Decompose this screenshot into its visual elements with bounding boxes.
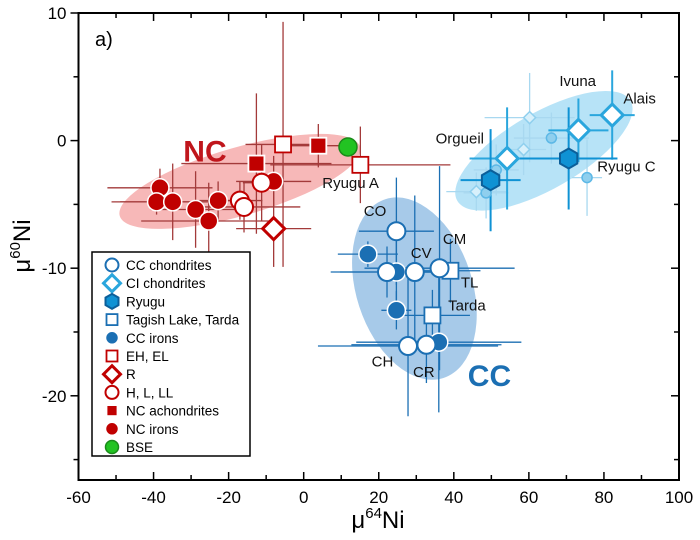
data-point: [398, 336, 419, 357]
data-point: [386, 300, 407, 321]
y-tick-label: 0: [57, 132, 66, 151]
legend-label: NC irons: [126, 422, 179, 437]
annotation-label: Orgueil: [436, 130, 484, 147]
legend-label: NC achondrites: [126, 404, 219, 419]
legend-marker: [105, 404, 119, 418]
annotation-label: Ryugu A: [322, 175, 379, 192]
panel-label: a): [95, 29, 113, 51]
markers-layer: [146, 101, 626, 357]
data-point: [423, 306, 442, 325]
legend-label: R: [126, 367, 136, 382]
data-point: [198, 211, 219, 231]
data-point: [146, 192, 167, 212]
legend-marker: [104, 439, 120, 455]
x-tick-label: 0: [299, 488, 308, 507]
data-point: [429, 258, 450, 279]
legend-marker: [104, 257, 120, 273]
legend-label: Ryugu: [126, 294, 165, 309]
annotation-label: Alais: [623, 91, 656, 108]
data-point: [404, 262, 425, 283]
data-point: [338, 137, 358, 157]
legend-label: Tagish Lake, Tarda: [126, 313, 240, 328]
data-point: [522, 110, 537, 125]
data-point: [358, 244, 378, 264]
legend-marker: [104, 330, 120, 346]
legend-marker: [104, 292, 120, 311]
annotation-label: CR: [413, 364, 435, 381]
annotation-label: NC: [183, 135, 226, 168]
data-point: [493, 145, 521, 172]
annotation-label: CH: [372, 354, 394, 371]
data-point: [208, 190, 228, 211]
annotation-label: CM: [443, 231, 466, 248]
x-tick-label: 100: [665, 488, 693, 507]
data-point: [559, 147, 579, 170]
y-tick-label: -10: [42, 259, 67, 278]
x-tick-label: 40: [444, 488, 463, 507]
data-point: [377, 262, 398, 283]
data-point: [545, 132, 558, 144]
legend-marker: [105, 349, 119, 363]
legend-marker: [104, 384, 120, 400]
data-point: [162, 192, 183, 212]
x-tick-label: 60: [519, 488, 538, 507]
data-point: [516, 142, 531, 157]
data-point: [247, 154, 266, 173]
data-point: [416, 334, 437, 355]
y-axis-title: μ60Ni: [7, 219, 36, 272]
x-tick-label: 80: [594, 488, 613, 507]
data-point: [469, 184, 484, 199]
data-point: [480, 169, 501, 192]
data-point: [185, 199, 206, 220]
x-tick-label: -60: [66, 488, 91, 507]
x-tick-label: -20: [216, 488, 241, 507]
annotation-label: Ryugu C: [597, 158, 656, 175]
axes: -60 -40 -20 0 20 40 60 80 100 -20 -10 0 10: [42, 4, 693, 507]
legend-marker: [101, 272, 123, 294]
annotation-label: CC: [468, 360, 511, 393]
data-point: [386, 221, 407, 242]
annotation-label: CV: [411, 245, 432, 262]
x-axis-title: μ64Ni: [351, 505, 404, 534]
data-point: [351, 155, 370, 174]
data-point: [565, 117, 592, 144]
data-point: [309, 136, 328, 155]
legend-label: BSE: [126, 440, 153, 455]
x-tick-label: 20: [369, 488, 388, 507]
legend: CC chondrites CI chondrites Ryugu Tagish La…: [91, 251, 251, 457]
ci-region-ellipse: [455, 90, 633, 211]
annotation-label: Tarda: [448, 297, 486, 314]
annotation-label: CO: [364, 203, 387, 220]
legend-label: CC irons: [126, 331, 179, 346]
y-tick-label: -20: [42, 387, 67, 406]
annotations-layer: NC CC CO CV CM TL Tarda CH CR Ryugu A Orgueil Ivuna…: [183, 73, 656, 393]
data-point: [599, 101, 626, 129]
data-point: [274, 135, 292, 154]
legend-marker: [105, 313, 119, 327]
data-point: [251, 172, 272, 193]
x-tick-label: -40: [141, 488, 166, 507]
annotation-label: Ivuna: [559, 73, 596, 90]
annotation-label: TL: [461, 274, 479, 291]
legend-label: CC chondrites: [126, 258, 212, 273]
legend-label: EH, EL: [126, 349, 169, 364]
data-point: [234, 196, 255, 217]
legend-marker: [104, 421, 120, 437]
legend-label: CI chondrites: [126, 276, 206, 291]
data-point: [581, 171, 593, 184]
y-tick-label: 10: [48, 4, 67, 23]
data-point: [260, 215, 287, 242]
legend-label: H, L, LL: [126, 385, 174, 400]
legend-marker: [101, 363, 123, 385]
